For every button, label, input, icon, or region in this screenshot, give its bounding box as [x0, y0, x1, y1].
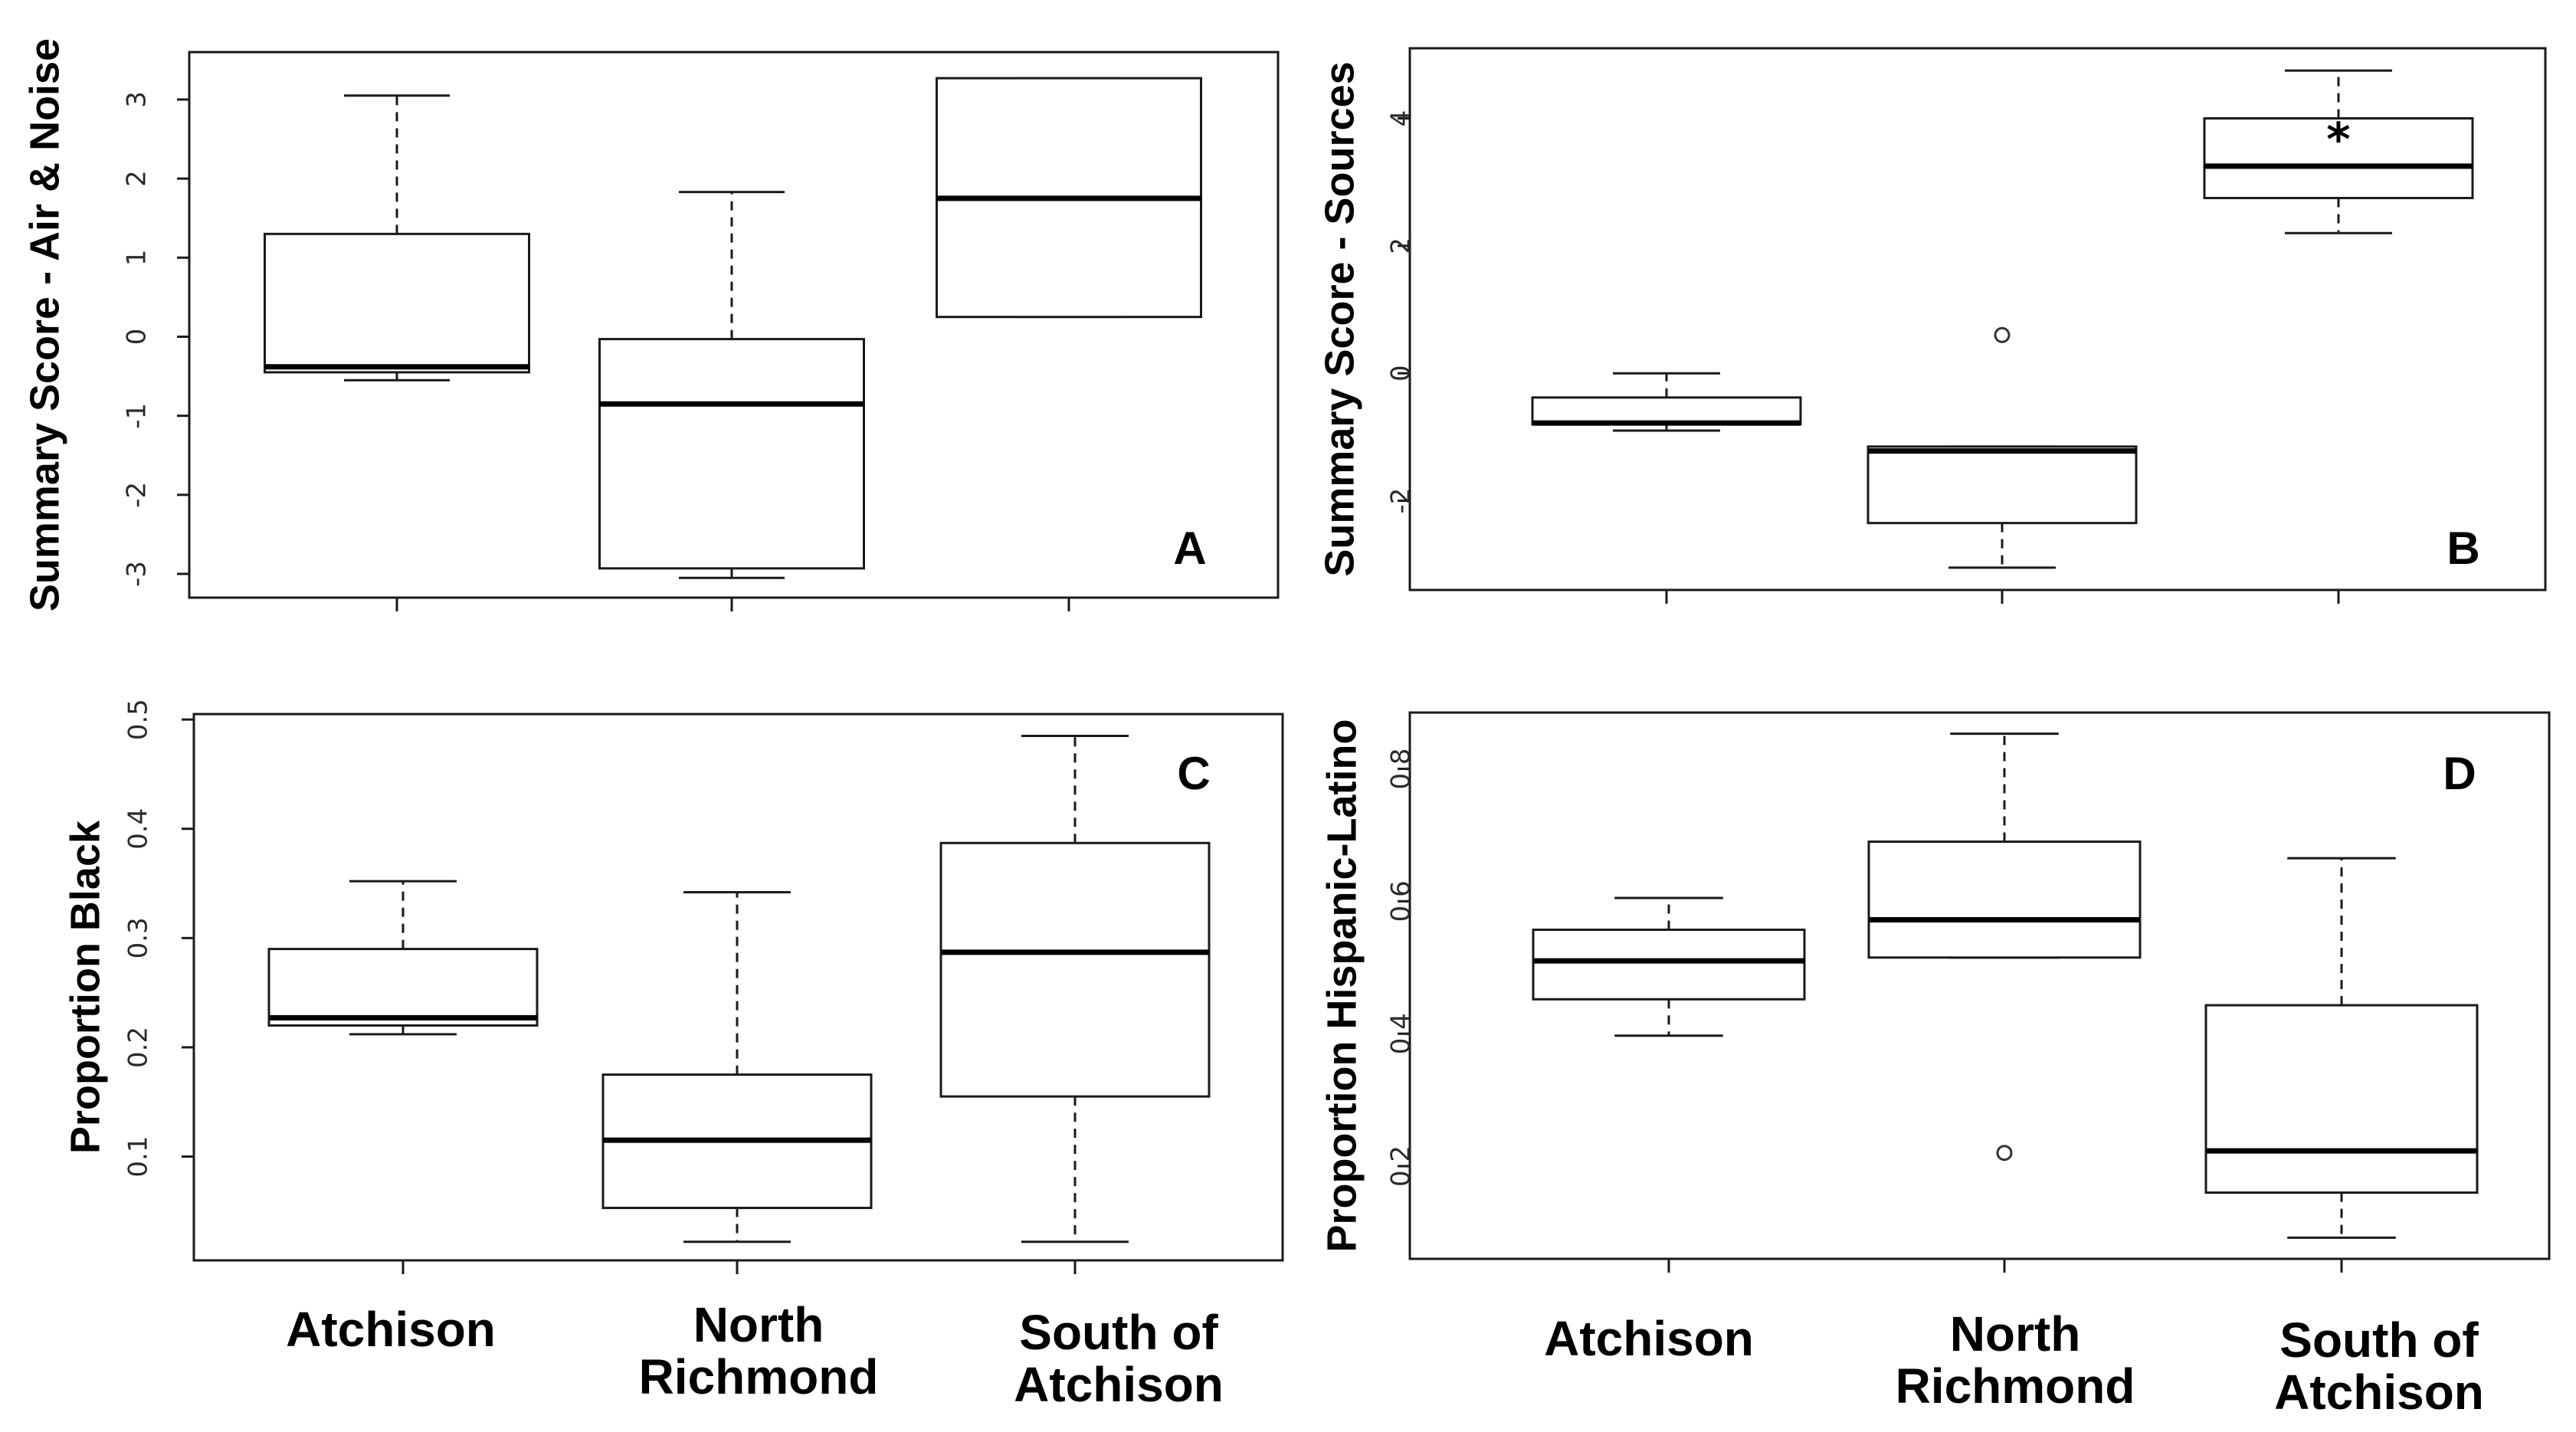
y-axis-label: Proportion Black — [62, 820, 108, 1154]
iqr-box — [598, 338, 865, 570]
y-tick-label: 0.2 — [1386, 1145, 1417, 1187]
y-tick-label: 2 — [1386, 238, 1417, 254]
x-category-label: Atchison — [2274, 1365, 2484, 1420]
panel-letter: D — [2443, 748, 2476, 799]
y-tick-label: 0 — [1386, 365, 1417, 382]
y-axis-label: Proportion Hispanic-Latino — [1319, 719, 1365, 1253]
outlier-point — [1994, 326, 2011, 343]
box-atchison — [1532, 896, 1806, 1037]
box-south-of-atchison — [936, 77, 1202, 319]
box-atchison — [264, 94, 530, 382]
y-tick-label: 0 — [122, 329, 152, 346]
y-tick-label: 0.6 — [1386, 880, 1417, 922]
panel-d: 0.2 0.4 0.6 0.8 Proportion Hispanic-Latino D — [1319, 711, 2551, 1273]
outlier-point — [1996, 1145, 2013, 1162]
significance-star: * — [2326, 113, 2350, 167]
y-tick-label: 0.1 — [123, 1135, 154, 1177]
x-category-label: Atchison — [1014, 1357, 1224, 1412]
box-north-richmond — [1866, 326, 2138, 569]
iqr-box — [267, 948, 539, 1027]
y-tick-label: 4 — [1386, 110, 1417, 127]
x-category-label: Richmond — [639, 1349, 879, 1404]
y-tick-label: -2 — [122, 482, 152, 508]
y-tick-label: -2 — [1386, 488, 1417, 514]
box-south-of-atchison — [939, 735, 1211, 1244]
iqr-box — [2203, 116, 2474, 199]
iqr-box — [1866, 445, 2138, 525]
x-category-label: South of — [1019, 1305, 1218, 1360]
y-tick-label: 2 — [122, 170, 152, 187]
x-category-label: Atchison — [1544, 1311, 1754, 1366]
box-north-richmond — [1867, 732, 2142, 1162]
box-south-of-atchison — [2204, 857, 2479, 1239]
plot-frame — [1408, 47, 2547, 591]
panel-c: 0.1 0.2 0.3 0.4 0.5 Proportion Black C — [62, 699, 1284, 1274]
y-tick-label: 0.4 — [123, 808, 154, 850]
iqr-box — [1532, 928, 1806, 1001]
x-category-label: North — [693, 1297, 824, 1352]
box-atchison — [267, 880, 539, 1036]
plot-frame — [1408, 711, 2551, 1260]
panel-a: -3 -2 -1 0 1 2 3 Summary Score - Air & Noise A — [21, 38, 1280, 611]
y-tick-label: 0.4 — [1386, 1013, 1417, 1054]
panel-letter: B — [2447, 523, 2479, 574]
y-tick-label: 0.2 — [123, 1027, 154, 1068]
y-tick-label: 0.3 — [123, 917, 154, 958]
y-tick-label: 1 — [122, 249, 152, 266]
panel-b: -2 0 2 4 Summary Score - Sources * B — [1316, 47, 2547, 604]
x-category-label: South of — [2279, 1312, 2479, 1368]
x-category-label: Atchison — [286, 1302, 496, 1357]
panel-letter: C — [1177, 748, 1210, 799]
iqr-box — [939, 841, 1211, 1098]
box-north-richmond — [601, 890, 873, 1244]
plot-frame — [188, 51, 1280, 599]
y-tick-label: 0.5 — [123, 699, 154, 740]
iqr-box — [1867, 841, 2142, 959]
box-atchison — [1531, 372, 1802, 432]
x-category-label: Richmond — [1896, 1358, 2135, 1414]
y-tick-label: -1 — [122, 403, 152, 429]
y-tick-label: 0.8 — [1386, 748, 1417, 789]
panel-letter: A — [1173, 523, 1206, 574]
y-tick-label: 3 — [122, 91, 152, 108]
box-north-richmond — [598, 191, 865, 579]
y-tick-label: -3 — [122, 561, 152, 587]
box-south-of-atchison — [2203, 69, 2474, 234]
iqr-box — [1531, 396, 1802, 426]
iqr-box — [264, 232, 530, 374]
y-axis-label: Summary Score - Air & Noise — [21, 38, 67, 611]
y-axis-label: Summary Score - Sources — [1316, 61, 1362, 576]
iqr-box — [2204, 1004, 2479, 1194]
x-category-label: North — [1950, 1306, 2081, 1362]
